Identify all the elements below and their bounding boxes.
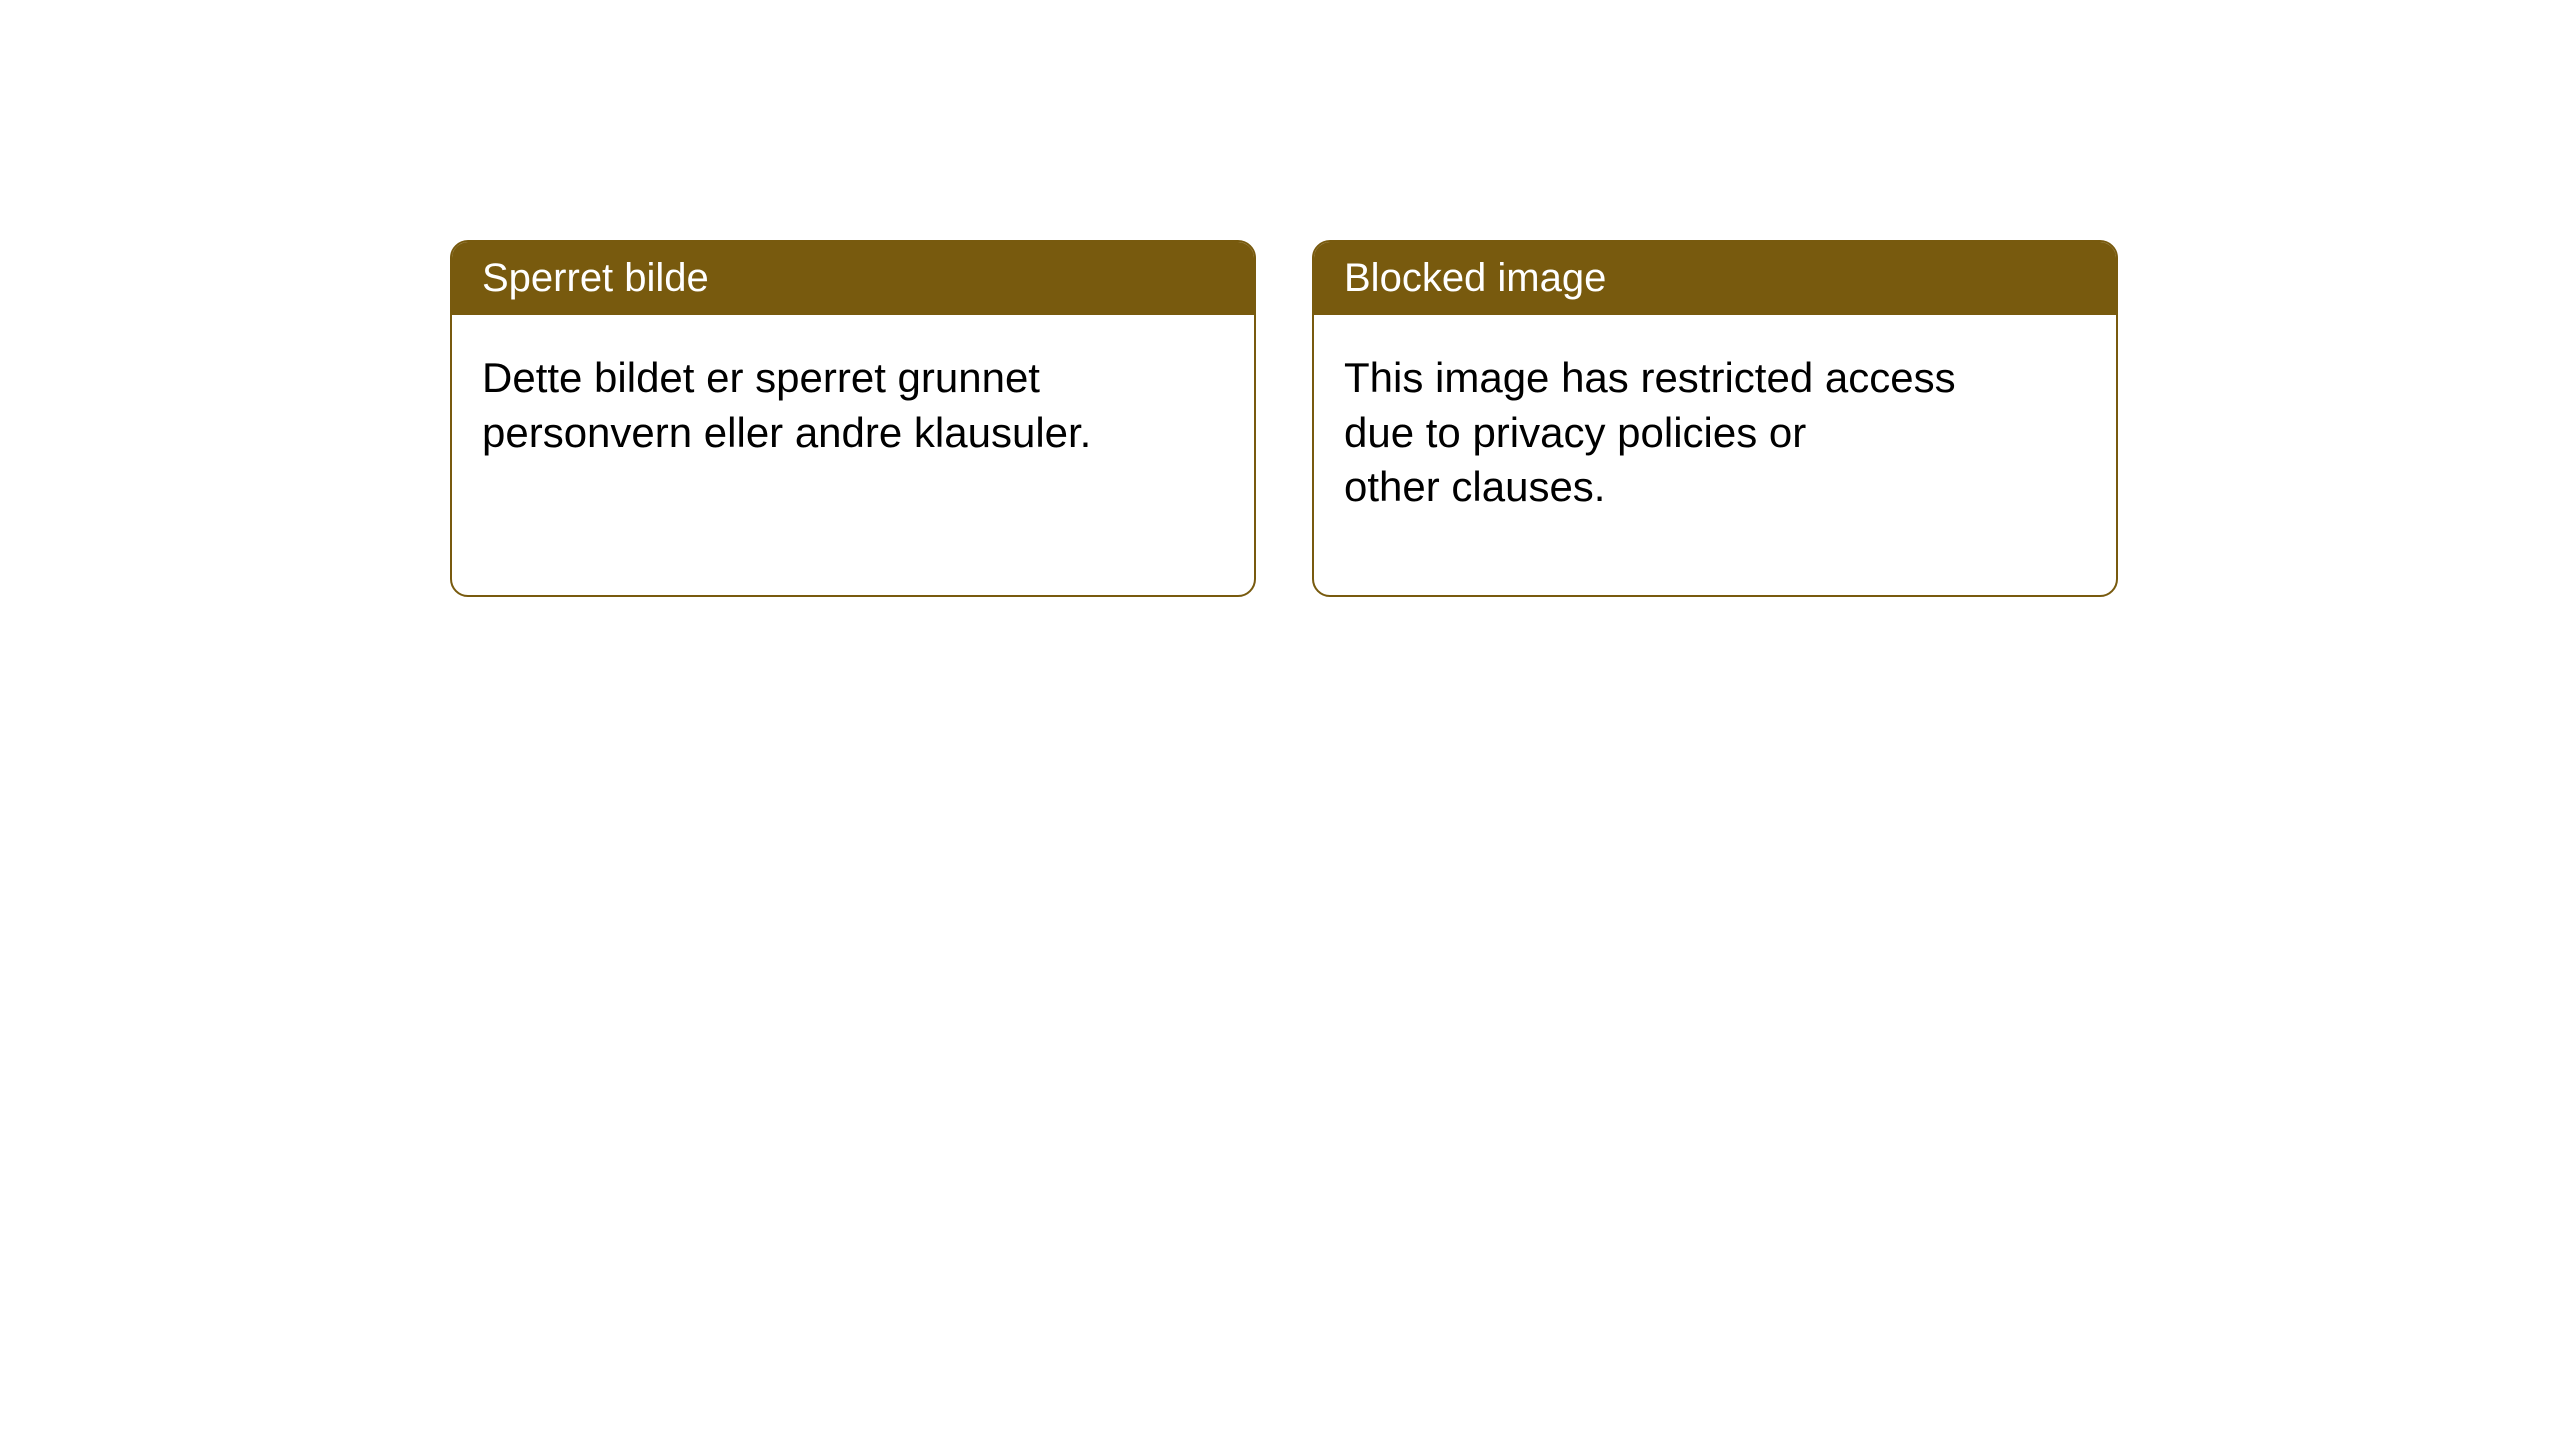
notice-card-body: This image has restricted access due to … <box>1314 315 2034 595</box>
notice-card-en: Blocked image This image has restricted … <box>1312 240 2118 597</box>
notice-card-title: Sperret bilde <box>452 242 1254 315</box>
notice-card-title: Blocked image <box>1314 242 2116 315</box>
notice-container: Sperret bilde Dette bildet er sperret gr… <box>0 0 2560 597</box>
notice-card-body: Dette bildet er sperret grunnet personve… <box>452 315 1172 540</box>
notice-card-no: Sperret bilde Dette bildet er sperret gr… <box>450 240 1256 597</box>
